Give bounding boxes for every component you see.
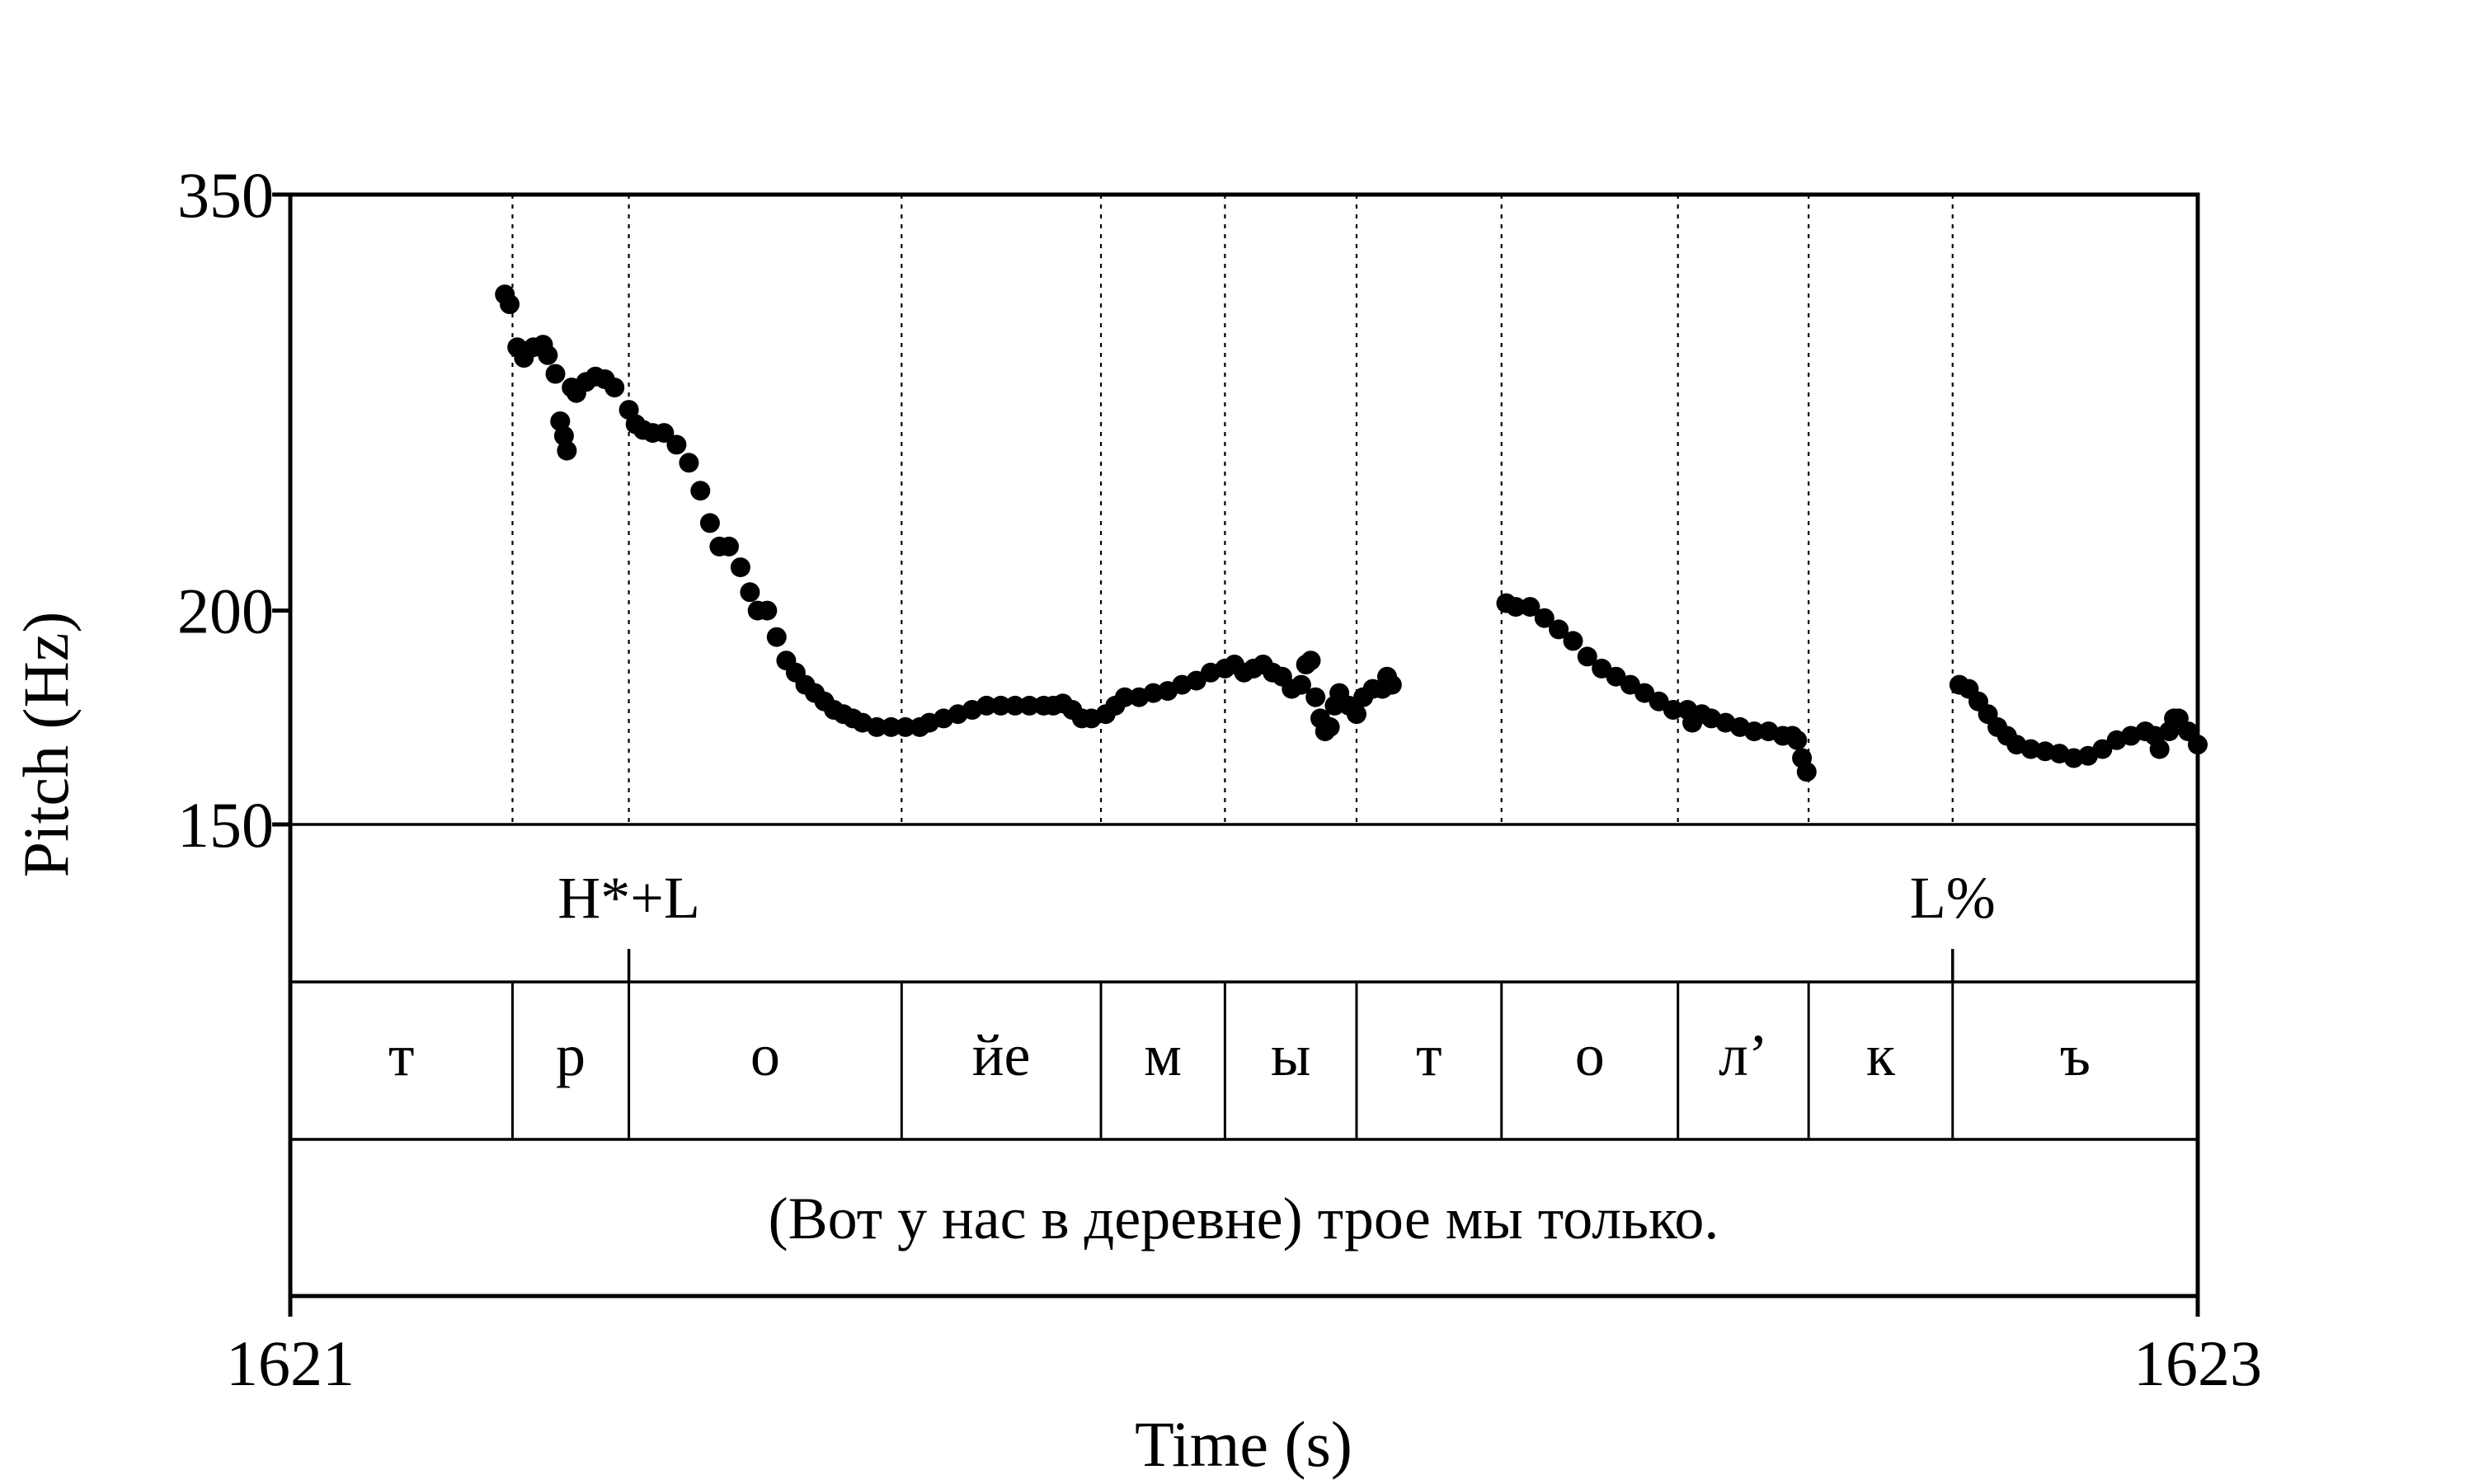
pitch-point bbox=[867, 716, 887, 737]
pitch-point bbox=[1744, 721, 1765, 742]
pitch-point bbox=[990, 695, 1011, 716]
segment-label: ъ bbox=[2060, 1022, 2091, 1088]
pitch-point bbox=[1649, 691, 1669, 711]
pitch-points bbox=[495, 284, 2208, 782]
pitch-point bbox=[757, 600, 778, 621]
y-tick-label: 350 bbox=[177, 159, 274, 231]
pitch-point bbox=[690, 481, 711, 501]
pitch-point bbox=[1563, 631, 1583, 651]
y-tick-label: 200 bbox=[177, 575, 274, 647]
pitch-point bbox=[604, 378, 625, 397]
pitch-point bbox=[719, 536, 739, 556]
pitch-point bbox=[1506, 597, 1526, 618]
plot-frame bbox=[288, 192, 2200, 1298]
pitch-point bbox=[699, 513, 720, 533]
segment-label: т bbox=[1416, 1022, 1442, 1088]
segment-label: о bbox=[750, 1022, 780, 1088]
pitch-point bbox=[1606, 666, 1626, 687]
pitch-point bbox=[895, 716, 915, 737]
pitch-point bbox=[1004, 695, 1025, 716]
pitch-point bbox=[1663, 700, 1683, 720]
segment-label: к bbox=[1866, 1022, 1896, 1088]
pitch-point bbox=[2092, 739, 2113, 759]
x-tick-label-end: 1623 bbox=[2133, 1327, 2262, 1399]
segment-label: т bbox=[388, 1022, 414, 1088]
pitch-point bbox=[1300, 650, 1321, 671]
segment-label: л’ bbox=[1719, 1022, 1768, 1088]
pitch-point bbox=[1549, 619, 1569, 640]
segment-label: о bbox=[1575, 1022, 1605, 1088]
pitch-point bbox=[1787, 730, 1808, 750]
pitch-point bbox=[1347, 704, 1366, 725]
pitch-point bbox=[545, 364, 566, 384]
y-axis-title: Pitch (Hz) bbox=[10, 612, 82, 878]
x-axis-title: Time (s) bbox=[1135, 1408, 1352, 1480]
y-tick-label: 150 bbox=[177, 789, 274, 861]
pitch-point bbox=[1381, 674, 1402, 695]
pitch-point bbox=[654, 423, 675, 444]
pitch-point bbox=[1577, 646, 1597, 667]
x-tick-label-start: 1621 bbox=[226, 1327, 355, 1399]
pitch-point bbox=[538, 345, 558, 365]
pitch-point bbox=[1534, 608, 1554, 628]
pitch-point bbox=[1634, 683, 1655, 703]
pitch-point bbox=[1305, 687, 1326, 707]
tone-label: L% bbox=[1910, 865, 1996, 931]
pitch-point bbox=[976, 695, 997, 716]
tone-tier: H*+L L% bbox=[557, 865, 1996, 982]
pitch-point bbox=[1520, 597, 1540, 618]
segment-label: м bbox=[1144, 1022, 1182, 1088]
pitch-point bbox=[553, 425, 574, 446]
pitch-point bbox=[881, 716, 901, 737]
pitch-point bbox=[1319, 716, 1340, 737]
segment-tier: т р о йе м ы т о л’ к ъ bbox=[388, 982, 2091, 1139]
pitch-point bbox=[557, 440, 577, 461]
pitch-point bbox=[740, 582, 760, 603]
pitch-point bbox=[500, 294, 520, 314]
sentence-label: (Вот у нас в деревне) трое мы только. bbox=[769, 1186, 1719, 1252]
tone-label: H*+L bbox=[557, 865, 700, 931]
pitch-point bbox=[1019, 695, 1040, 716]
segment-label: р bbox=[556, 1022, 586, 1088]
pitch-point bbox=[1114, 687, 1135, 707]
segment-label: ы bbox=[1271, 1022, 1310, 1088]
pitch-point bbox=[1796, 762, 1817, 782]
pitch-point bbox=[766, 627, 787, 647]
pitch-point bbox=[1291, 674, 1311, 695]
segment-label: йе bbox=[972, 1022, 1031, 1088]
pitch-point bbox=[666, 434, 687, 455]
pitch-point bbox=[730, 557, 750, 578]
y-axis: 350 200 150 bbox=[177, 159, 290, 861]
pitch-point bbox=[679, 453, 699, 473]
pitch-point bbox=[2149, 739, 2170, 759]
